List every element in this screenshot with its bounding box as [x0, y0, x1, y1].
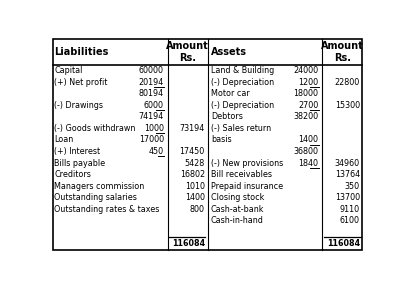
- Text: 1010: 1010: [185, 182, 205, 191]
- Text: (-) Drawings: (-) Drawings: [54, 101, 103, 110]
- Text: Land & Building: Land & Building: [211, 66, 274, 75]
- Text: 13764: 13764: [335, 170, 360, 179]
- Text: Managers commission: Managers commission: [54, 182, 145, 191]
- Text: 5428: 5428: [185, 158, 205, 168]
- Text: 34960: 34960: [335, 158, 360, 168]
- Text: 24000: 24000: [293, 66, 318, 75]
- Text: 1400: 1400: [185, 193, 205, 202]
- Text: 2700: 2700: [298, 101, 318, 110]
- Text: Creditors: Creditors: [54, 170, 91, 179]
- Text: 116084: 116084: [172, 239, 205, 249]
- Text: 1400: 1400: [298, 135, 318, 144]
- Text: 74194: 74194: [139, 112, 164, 121]
- Text: Closing stock: Closing stock: [211, 193, 264, 202]
- Text: Outstanding salaries: Outstanding salaries: [54, 193, 137, 202]
- Text: 800: 800: [190, 205, 205, 214]
- Text: 18000: 18000: [293, 89, 318, 98]
- Text: Outstanding rates & taxes: Outstanding rates & taxes: [54, 205, 160, 214]
- Text: 16802: 16802: [180, 170, 205, 179]
- Text: Loan: Loan: [54, 135, 74, 144]
- Text: (+) Interest: (+) Interest: [54, 147, 100, 156]
- Text: 17000: 17000: [139, 135, 164, 144]
- Text: 60000: 60000: [139, 66, 164, 75]
- Text: 36800: 36800: [293, 147, 318, 156]
- Text: Prepaid insurance: Prepaid insurance: [211, 182, 283, 191]
- Text: 1000: 1000: [144, 124, 164, 133]
- Text: Capital: Capital: [54, 66, 83, 75]
- Text: 20194: 20194: [139, 78, 164, 87]
- Text: (+) Net profit: (+) Net profit: [54, 78, 107, 87]
- Text: 450: 450: [149, 147, 164, 156]
- Text: basis: basis: [211, 135, 231, 144]
- Text: 6000: 6000: [144, 101, 164, 110]
- Text: 9110: 9110: [340, 205, 360, 214]
- Text: 17450: 17450: [180, 147, 205, 156]
- Text: Bills payable: Bills payable: [54, 158, 105, 168]
- Text: (-) Depreciation: (-) Depreciation: [211, 78, 274, 87]
- Text: 1840: 1840: [298, 158, 318, 168]
- Text: 13700: 13700: [335, 193, 360, 202]
- Text: 1200: 1200: [298, 78, 318, 87]
- Text: (-) Sales return: (-) Sales return: [211, 124, 271, 133]
- Text: Motor car: Motor car: [211, 89, 250, 98]
- Text: Bill receivables: Bill receivables: [211, 170, 272, 179]
- Text: 22800: 22800: [335, 78, 360, 87]
- Text: 38200: 38200: [293, 112, 318, 121]
- Text: (-) Depreciation: (-) Depreciation: [211, 101, 274, 110]
- Text: 116084: 116084: [327, 239, 360, 249]
- Text: Debtors: Debtors: [211, 112, 243, 121]
- Text: 6100: 6100: [340, 216, 360, 225]
- Text: (-) New provisions: (-) New provisions: [211, 158, 283, 168]
- Text: (-) Goods withdrawn: (-) Goods withdrawn: [54, 124, 136, 133]
- Text: 80194: 80194: [139, 89, 164, 98]
- Text: Cash-at-bank: Cash-at-bank: [211, 205, 264, 214]
- Text: 15300: 15300: [335, 101, 360, 110]
- Text: Liabilities: Liabilities: [54, 47, 109, 57]
- Text: Assets: Assets: [211, 47, 247, 57]
- Text: Amount
Rs.: Amount Rs.: [321, 41, 364, 63]
- Text: Amount
Rs.: Amount Rs.: [166, 41, 209, 63]
- Text: 350: 350: [345, 182, 360, 191]
- Text: Cash-in-hand: Cash-in-hand: [211, 216, 264, 225]
- Text: 73194: 73194: [180, 124, 205, 133]
